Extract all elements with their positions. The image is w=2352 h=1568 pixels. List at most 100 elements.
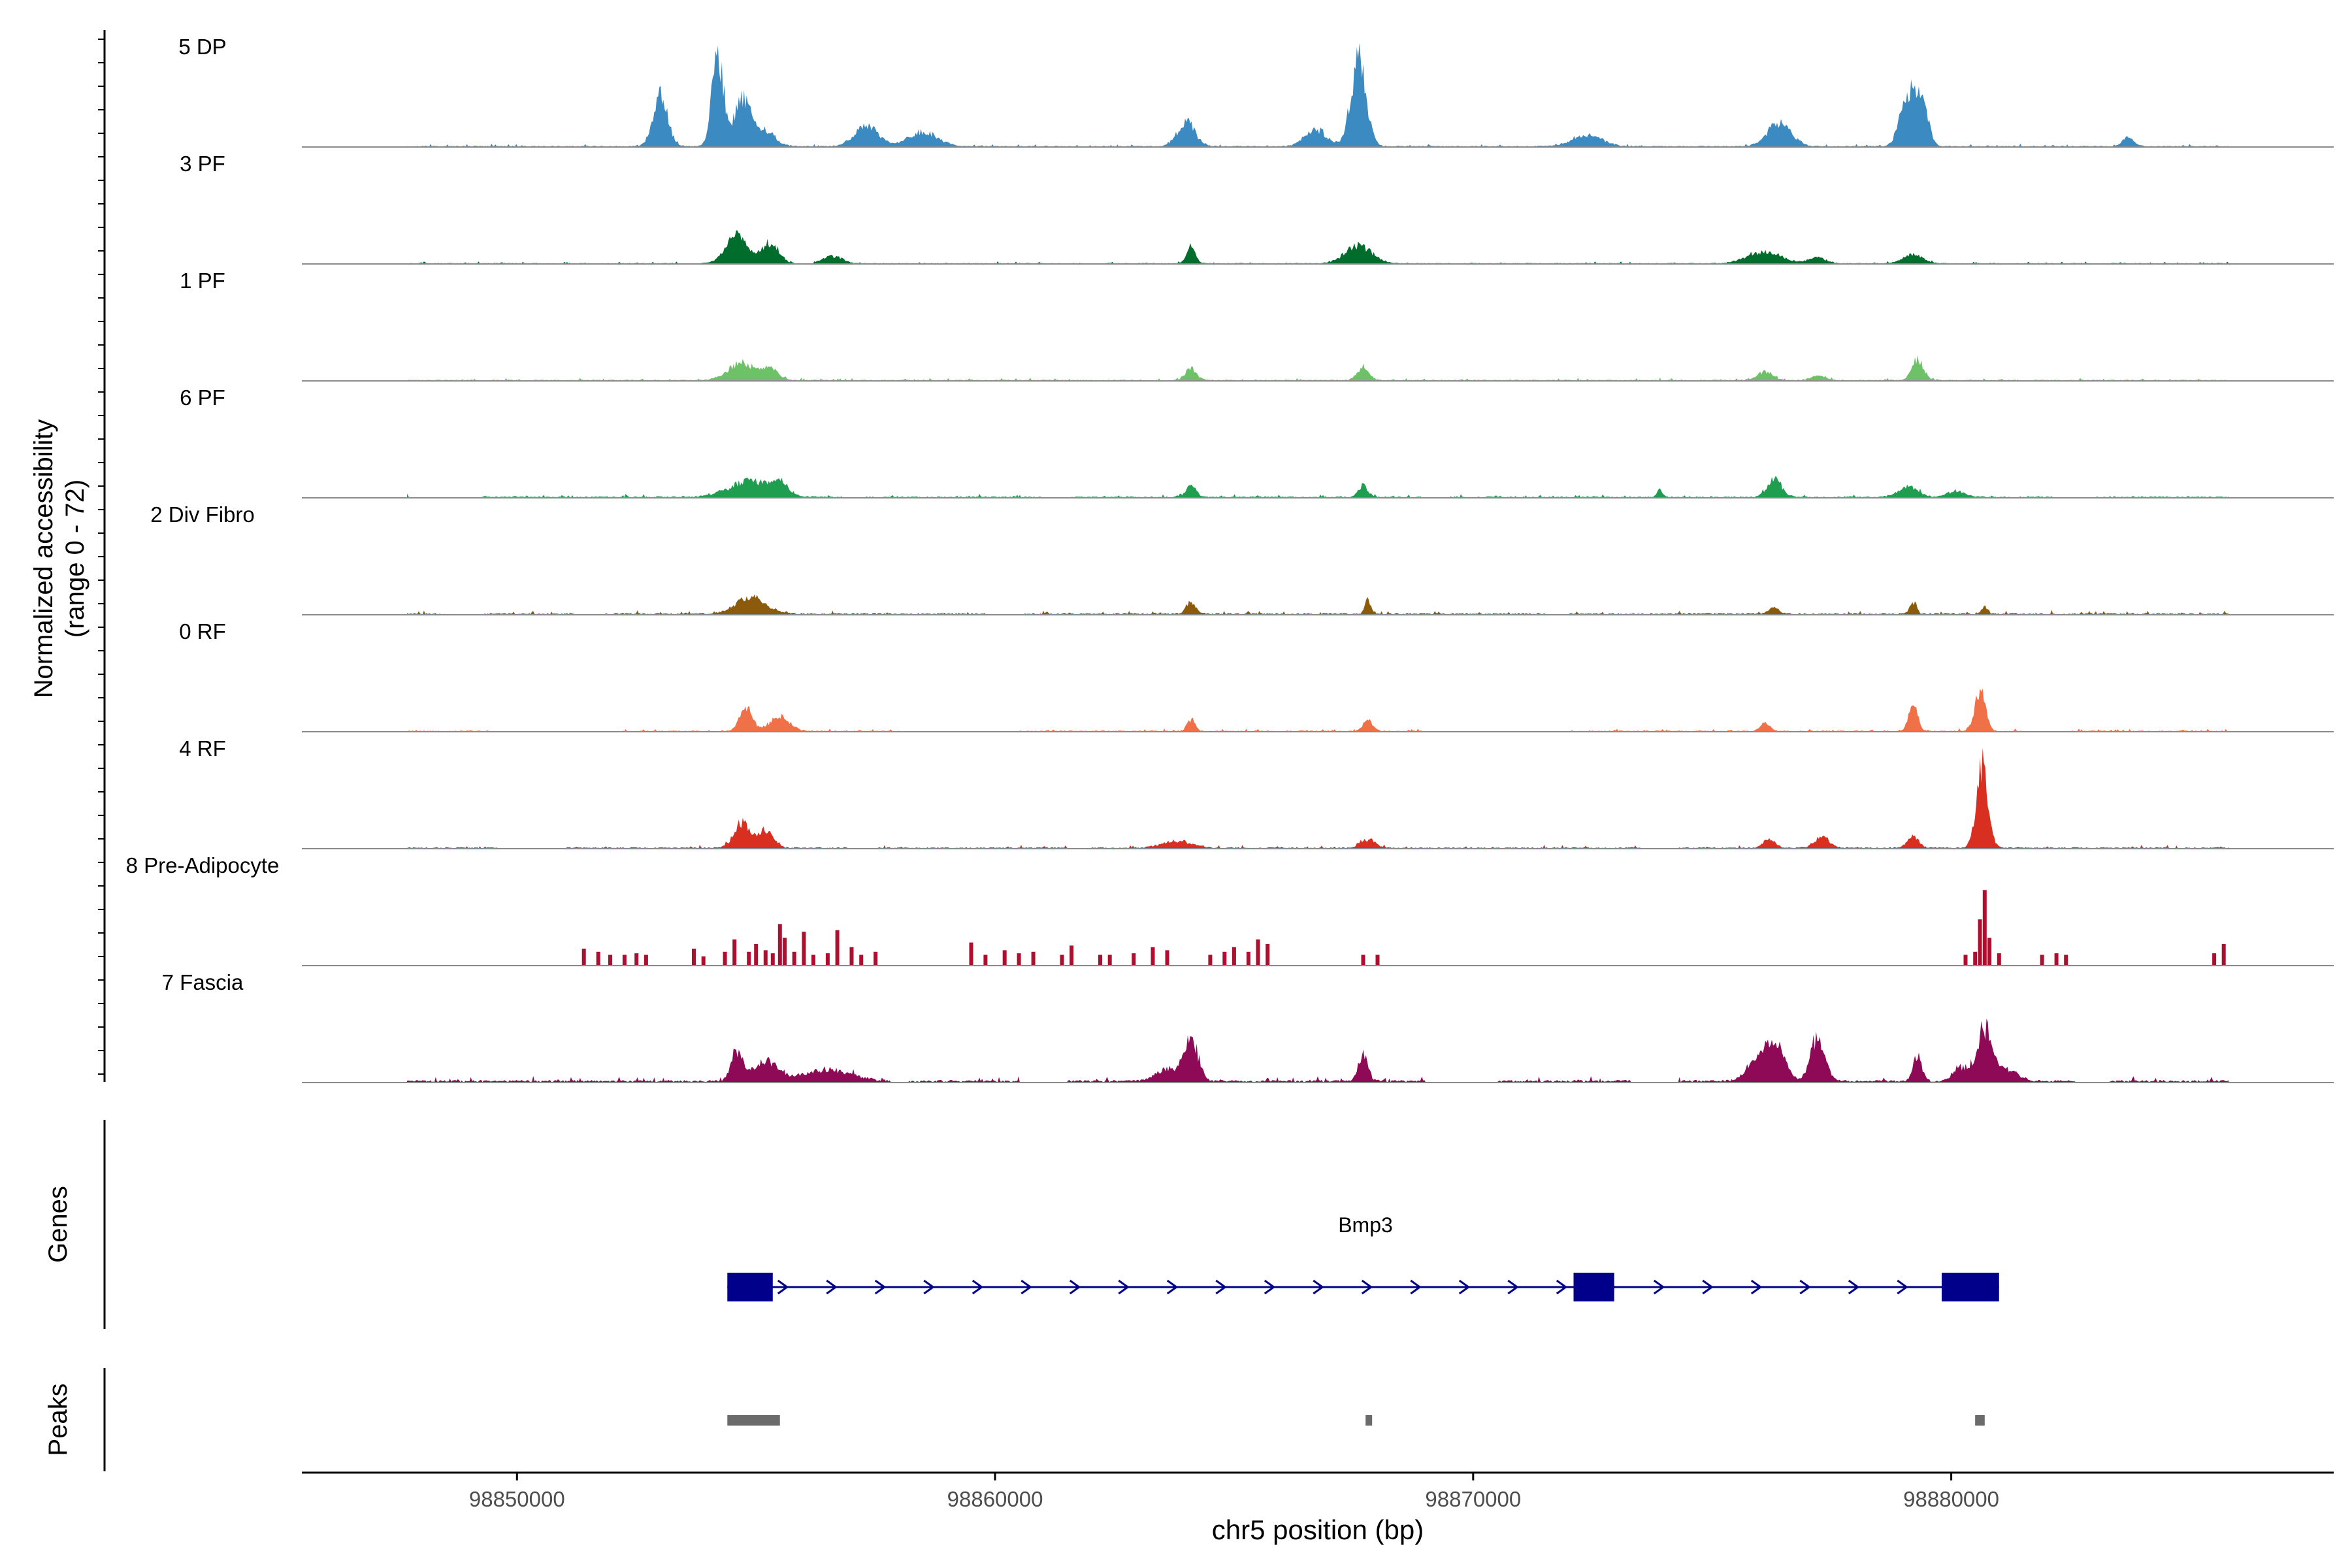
strand-arrow — [826, 1279, 838, 1295]
gene-exon — [1941, 1273, 1999, 1301]
coverage-bar — [874, 951, 878, 966]
strand-arrow — [1750, 1279, 1763, 1295]
strand-arrow — [1361, 1279, 1373, 1295]
coverage-bar — [701, 956, 706, 966]
coverage-bar — [802, 932, 806, 966]
strand-arrow — [1313, 1279, 1324, 1295]
strand-arrow — [1021, 1279, 1032, 1295]
coverage-bar — [754, 943, 759, 966]
strand-arrow — [1069, 1279, 1081, 1295]
coverage-bar — [770, 953, 775, 966]
coverage-bar — [1222, 951, 1227, 966]
strand-arrow — [1653, 1279, 1665, 1295]
peak-region — [727, 1415, 780, 1426]
track-label: 0 RF — [179, 619, 226, 644]
track-5-dp: 5 DP — [178, 35, 2334, 148]
coverage-bar — [811, 955, 815, 966]
strand-arrow — [1848, 1279, 1860, 1295]
track-label: 6 PF — [180, 385, 225, 410]
coverage-bar — [622, 955, 627, 966]
coverage-bar — [1361, 955, 1365, 966]
x-tick-label: 98870000 — [1425, 1487, 1521, 1511]
coverage-bar — [581, 949, 586, 966]
coverage-bar — [1987, 938, 1992, 966]
strand-arrow — [1264, 1279, 1276, 1295]
coverage-bar — [1098, 955, 1102, 966]
coverage-bar — [596, 951, 600, 966]
coverage-bar — [1997, 953, 2001, 966]
coverage-bar — [692, 949, 696, 966]
strand-arrow — [1897, 1279, 1908, 1295]
strand-arrow — [1410, 1279, 1422, 1295]
coverage-area — [407, 595, 2229, 615]
coverage-tracks: 5 DP 3 PF 1 PF 6 PF 2 Div Fibro 0 RF 4 RF 8 Pre… — [126, 35, 2334, 1083]
gene-name-label: Bmp3 — [1338, 1213, 1393, 1237]
coverage-bar — [2064, 955, 2068, 966]
coverage-bar — [1232, 947, 1236, 966]
track-0-rf: 0 RF — [179, 619, 2334, 732]
gene-exon — [727, 1273, 773, 1301]
strand-arrow — [972, 1279, 984, 1295]
strand-arrow — [1702, 1279, 1714, 1295]
strand-arrow — [1458, 1279, 1471, 1295]
track-6-pf: 6 PF — [180, 385, 2334, 498]
track-7-fascia: 7 Fascia — [162, 970, 2334, 1083]
coverage-bar — [1132, 953, 1136, 966]
coverage-bar — [644, 955, 648, 966]
track-4-rf: 4 RF — [179, 736, 2334, 849]
coverage-bar — [732, 939, 737, 966]
x-tick-label: 98880000 — [1903, 1487, 1999, 1511]
coverage-bar — [2040, 955, 2044, 966]
coverage-bar — [1060, 955, 1064, 966]
track-3-pf: 3 PF — [180, 152, 2334, 265]
coverage-bar — [608, 955, 612, 966]
coverage-area — [407, 688, 2229, 732]
genes-panel-label: Genes — [44, 1186, 73, 1263]
track-1-pf: 1 PF — [180, 269, 2334, 382]
coverage-bar — [1002, 950, 1007, 966]
strand-arrow — [874, 1279, 887, 1295]
coverage-bar — [783, 938, 787, 966]
coverage-bar — [792, 951, 796, 966]
track-label: 7 Fascia — [162, 970, 244, 994]
track-label: 8 Pre-Adipocyte — [126, 853, 280, 877]
coverage-bar — [1165, 950, 1169, 966]
track-8-pre-adipocyte: 8 Pre-Adipocyte — [126, 853, 2334, 966]
coverage-bar — [763, 950, 768, 966]
coverage-bar — [777, 924, 782, 966]
y-axis-label: Normalized accessibility — [29, 419, 58, 698]
track-label: 1 PF — [180, 269, 225, 293]
coverage-area — [407, 355, 2229, 381]
coverage-bar — [1982, 890, 1987, 966]
gene-model: Bmp3 — [727, 1213, 1999, 1301]
coverage-bar — [1266, 943, 1270, 966]
coverage-bar — [1151, 947, 1155, 966]
strand-arrow — [923, 1279, 935, 1295]
strand-arrow — [1799, 1279, 1811, 1295]
coverage-bar — [983, 955, 988, 966]
coverage-bar — [2212, 953, 2217, 966]
coverage-area — [407, 748, 2229, 849]
strand-arrow — [1215, 1279, 1227, 1295]
peaks-panel-label: Peaks — [44, 1383, 73, 1456]
coverage-bar — [969, 942, 973, 966]
x-axis-ticks: 98850000 98860000 98870000 98880000 — [469, 1473, 1999, 1511]
strand-arrow — [1507, 1279, 1519, 1295]
coverage-area — [407, 43, 2229, 147]
track-label: 3 PF — [180, 152, 225, 176]
coverage-bar — [1963, 955, 1968, 966]
coverage-bar — [747, 951, 751, 966]
coverage-bar — [825, 953, 830, 966]
strand-arrow — [1556, 1279, 1568, 1295]
coverage-bar — [2221, 943, 2226, 966]
x-tick-label: 98850000 — [469, 1487, 565, 1511]
peak-regions — [727, 1415, 1985, 1426]
y-axis-ticks — [98, 39, 105, 1075]
coverage-bar — [723, 951, 727, 966]
coverage-area — [407, 476, 2229, 498]
coverage-area — [407, 230, 2229, 264]
coverage-bar — [1375, 955, 1380, 966]
coverage-bar — [1208, 955, 1213, 966]
coverage-area — [407, 1019, 2229, 1083]
